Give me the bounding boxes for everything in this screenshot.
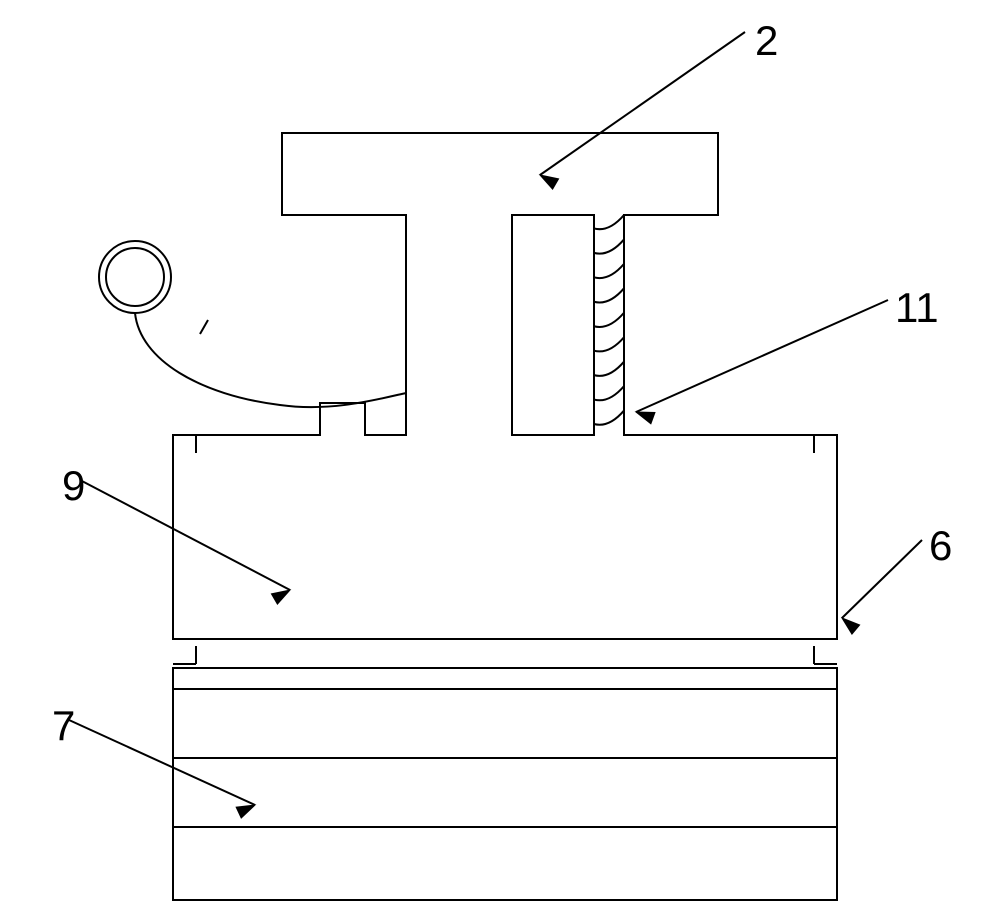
screw-thread [594,313,624,327]
cable [135,313,406,407]
arrowhead [236,805,255,818]
base [173,827,837,900]
small-block [320,403,365,435]
screw-thread [594,337,624,351]
arrowhead [271,590,290,604]
upper-body [173,435,837,639]
callout-label-c6: 6 [929,522,952,569]
arrowhead [842,618,860,634]
spool-outer [99,241,171,313]
screw-thread [594,411,624,425]
callout-line-c11 [636,300,888,412]
screw-thread [594,215,624,229]
callout-line-c9 [80,480,290,590]
arrowhead [636,412,655,424]
screw-thread [594,362,624,376]
callout-line-c6 [842,540,922,618]
arrowhead [540,175,559,189]
screw-thread [594,264,624,278]
callout-line-c7 [69,720,255,805]
callout-label-c7: 7 [52,702,75,749]
callout-line-c2 [540,32,745,175]
top-plate [282,133,718,215]
slab-3 [173,758,837,827]
screw-thread [594,386,624,400]
callout-label-c9: 9 [62,462,85,509]
callout-label-c11: 11 [895,284,939,331]
slab-1 [173,668,837,689]
callout-label-c2: 2 [755,17,778,64]
screw-thread [594,288,624,302]
screw-thread [594,239,624,253]
spool-inner [106,248,164,306]
tick-mark [200,320,208,334]
slab-2 [173,689,837,758]
